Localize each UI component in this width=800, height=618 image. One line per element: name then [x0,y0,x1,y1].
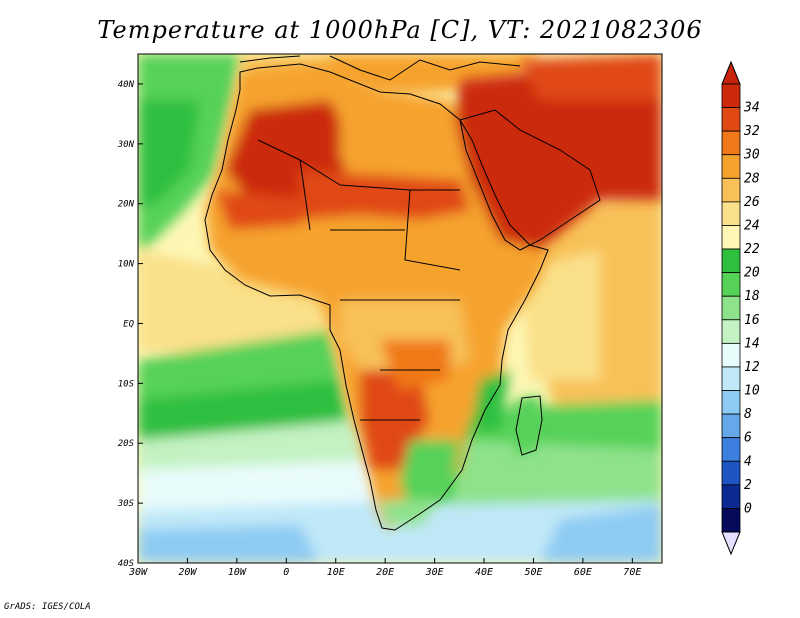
colorbar-swatch [721,484,741,509]
colorbar-label: 18 [744,289,760,304]
lat-tick-label: 10S [118,379,135,389]
lon-tick-label: 60E [574,567,592,578]
colorbar-label: 2 [744,478,752,493]
colorbar-swatch [721,413,741,439]
lon-tick-label: 70E [623,567,641,578]
latitude-axis: 40N 30N 20N 10N EQ 10S 20S 30S 40S [117,80,143,569]
lon-tick-label: 30E [425,567,444,578]
colorbar-swatch [721,177,741,203]
lon-tick-label: 10E [327,567,345,578]
colorbar-label: 34 [743,101,760,116]
colorbar-swatch [721,154,741,179]
colorbar-label: 28 [744,171,760,186]
colorbar-swatch [721,225,741,250]
lat-tick-label: 30S [117,499,135,509]
colorbar-under-arrow [721,531,741,556]
colorbar-swatch [721,83,741,108]
colorbar-swatch [721,272,741,297]
colorbar-label: 30 [743,148,760,163]
colorbar-swatch [721,390,741,415]
map-title: Temperature at 1000hPa [C], VT: 20210823… [97,16,703,44]
colorbar-label: 10 [744,384,760,399]
colorbar-over-arrow [721,60,741,85]
colorbar-label: 20 [744,266,760,281]
lon-tick-label: 20E [376,567,394,578]
colorbar-label: 8 [744,407,752,422]
longitude-axis: 30W 20W 10W 0 10E 20E 30E 40E 50E 60E 70E [128,558,641,578]
temperature-field [138,54,662,563]
lon-tick-label: 20W [178,567,197,578]
colorbar-label: 26 [744,195,760,210]
colorbar-label: 24 [744,218,760,233]
colorbar-swatch [721,460,741,486]
colorbar-swatch [721,201,741,226]
coastlines [204,55,601,531]
colorbar-label: 22 [744,242,760,257]
colorbar-swatch [721,319,741,344]
lon-tick-label: 30W [128,567,148,578]
colorbar-label: 0 [744,501,752,516]
grads-credit: GrADS: IGES/COLA [4,602,91,612]
colorbar-swatch [721,295,741,321]
lon-tick-label: 50E [524,567,542,578]
lat-tick-label: 40S [118,559,135,569]
colorbar-swatch [721,107,741,132]
lon-tick-label: 40E [475,567,493,578]
colorbar-label: 16 [744,313,760,328]
colorbar-swatch [721,342,741,368]
colorbar-swatch [721,508,741,533]
lat-tick-label: 20N [118,200,135,210]
colorbar-swatch [721,366,741,391]
colorbar-swatch [721,130,741,156]
colorbar-label: 6 [744,431,752,446]
lat-tick-label: 40N [118,80,135,90]
colorbar-label: 12 [744,360,760,375]
lon-tick-label: 0 [283,567,289,578]
lat-tick-label: 20S [118,439,135,449]
lat-tick-label: EQ [123,319,134,329]
colorbar-swatch [721,437,741,462]
lon-tick-label: 10W [228,567,247,578]
colorbar-swatch [721,248,741,274]
lat-tick-label: 30N [117,140,135,150]
colorbar-label: 4 [744,454,752,469]
lat-tick-label: 10N [118,260,135,270]
plot-frame [137,53,663,564]
colorbar-label: 32 [743,124,760,139]
colorbar-label: 14 [744,336,760,351]
